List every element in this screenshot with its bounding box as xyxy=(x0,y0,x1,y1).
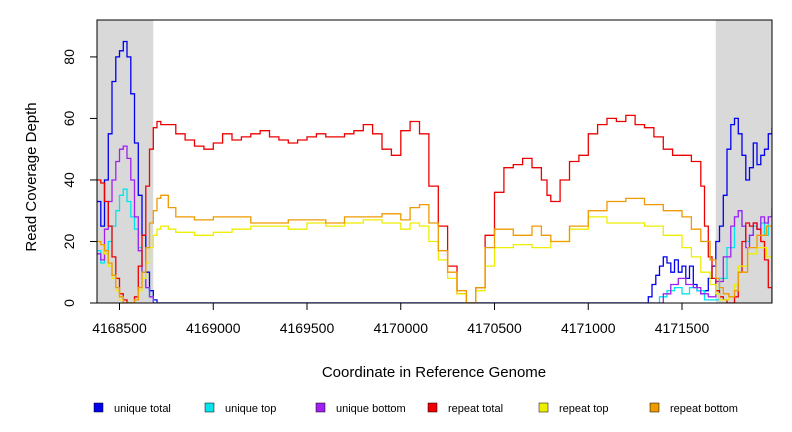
legend-swatch xyxy=(204,402,215,413)
x-tick-label: 4169000 xyxy=(186,320,241,336)
plot-frame xyxy=(96,19,773,304)
x-tick-label: 4169500 xyxy=(280,320,335,336)
x-axis: 4168500 4169000 4169500 4170000 4170500 41710… xyxy=(92,302,710,336)
x-tick-label: 4171000 xyxy=(561,320,616,336)
y-tick-label: 40 xyxy=(61,172,77,188)
legend-swatch xyxy=(649,402,660,413)
y-axis-title: Read Coverage Depth xyxy=(23,102,40,251)
legend-label: unique bottom xyxy=(336,403,406,415)
legend-swatch xyxy=(538,402,549,413)
y-tick-label: 80 xyxy=(61,49,77,65)
y-tick-label: 0 xyxy=(61,299,77,307)
legend-label: unique top xyxy=(225,403,276,415)
x-tick-label: 4170000 xyxy=(373,320,428,336)
legend-swatch xyxy=(93,402,104,413)
legend-label: repeat total xyxy=(448,403,503,415)
shaded-region xyxy=(97,20,154,303)
x-tick-label: 4168500 xyxy=(92,320,147,336)
y-axis: 0 20 40 60 80 xyxy=(61,49,97,307)
legend-label: repeat bottom xyxy=(670,403,738,415)
legend-swatch xyxy=(427,402,438,413)
series-line-unique-bottom xyxy=(97,145,772,303)
shaded-region xyxy=(715,20,772,303)
series-line-repeat-top xyxy=(97,216,772,303)
x-tick-label: 4170500 xyxy=(467,320,522,336)
legend: unique total unique top unique bottom repea… xyxy=(93,402,738,415)
x-tick-label: 4171500 xyxy=(655,320,710,336)
series-lines xyxy=(97,40,772,303)
y-tick-label: 20 xyxy=(61,233,77,249)
series-line-repeat-total xyxy=(97,114,772,303)
legend-swatch xyxy=(315,402,326,413)
y-tick-label: 60 xyxy=(61,110,77,126)
series-line-repeat-bottom xyxy=(97,194,772,303)
x-axis-title: Coordinate in Reference Genome xyxy=(322,364,546,381)
legend-label: repeat top xyxy=(559,403,609,415)
shaded-regions xyxy=(97,20,772,303)
legend-label: unique total xyxy=(114,403,171,415)
series-line-unique-total xyxy=(97,40,772,303)
